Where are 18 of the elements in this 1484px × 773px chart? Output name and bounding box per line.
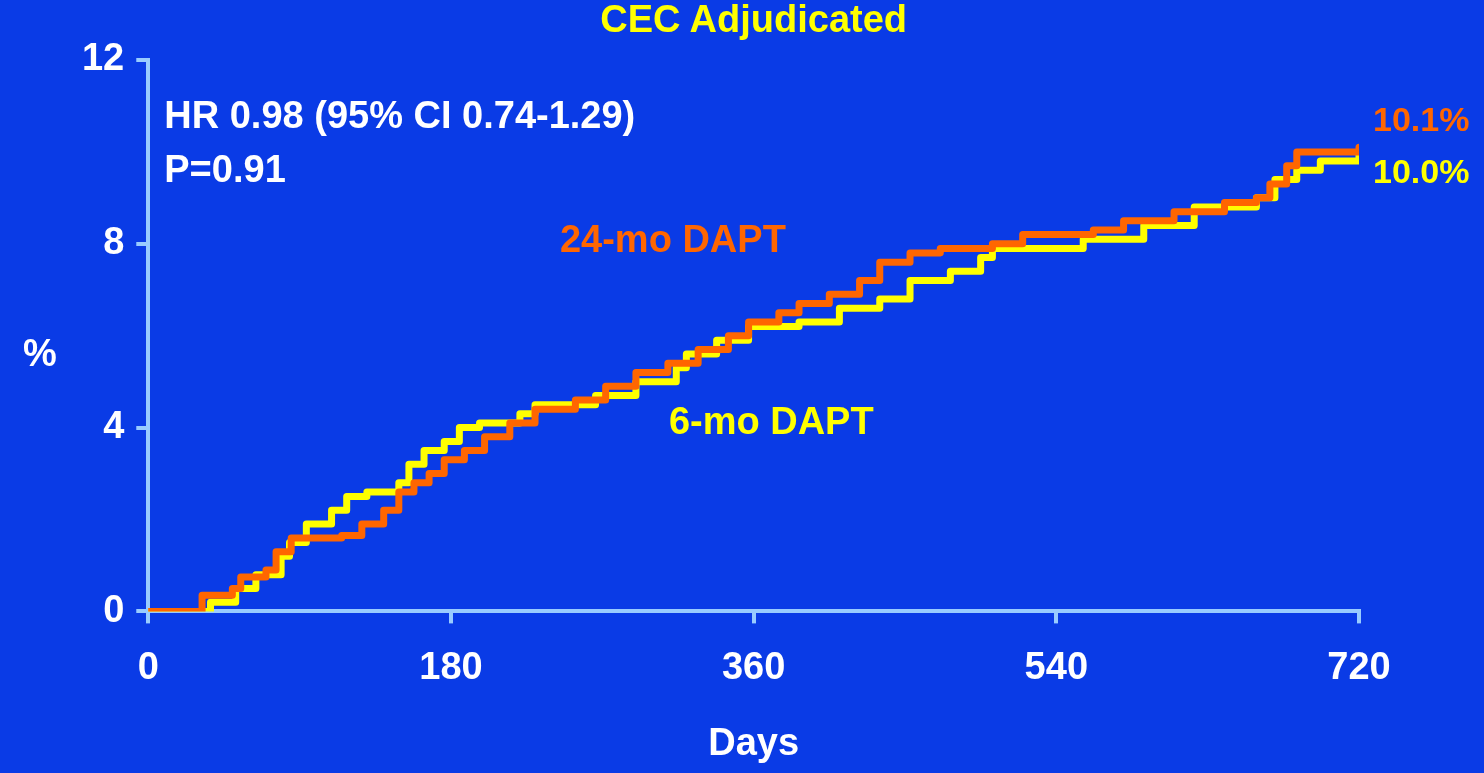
x-axis-title: Days — [708, 721, 800, 764]
annotation: HR 0.98 (95% CI 0.74-1.29) — [164, 94, 636, 137]
series-label: 24-mo DAPT — [559, 218, 786, 261]
x-tick-label: 360 — [721, 644, 786, 687]
data-label: 10.0% — [1373, 152, 1470, 191]
y-tick-label: 8 — [103, 220, 125, 263]
x-tick-label: 720 — [1327, 644, 1391, 687]
x-tick-label: 0 — [137, 644, 159, 687]
x-tick-label: 540 — [1024, 644, 1089, 687]
chart-title: CEC Adjudicated — [600, 0, 908, 41]
x-tick-label: 180 — [419, 644, 483, 687]
annotation: P=0.91 — [164, 148, 286, 191]
y-tick-label: 4 — [103, 404, 125, 447]
series-label: 6-mo DAPT — [668, 400, 874, 443]
y-tick-label: 12 — [81, 36, 125, 79]
y-tick-label: 0 — [103, 587, 125, 630]
y-axis-title: % — [23, 332, 57, 375]
data-label: 10.1% — [1373, 99, 1470, 138]
